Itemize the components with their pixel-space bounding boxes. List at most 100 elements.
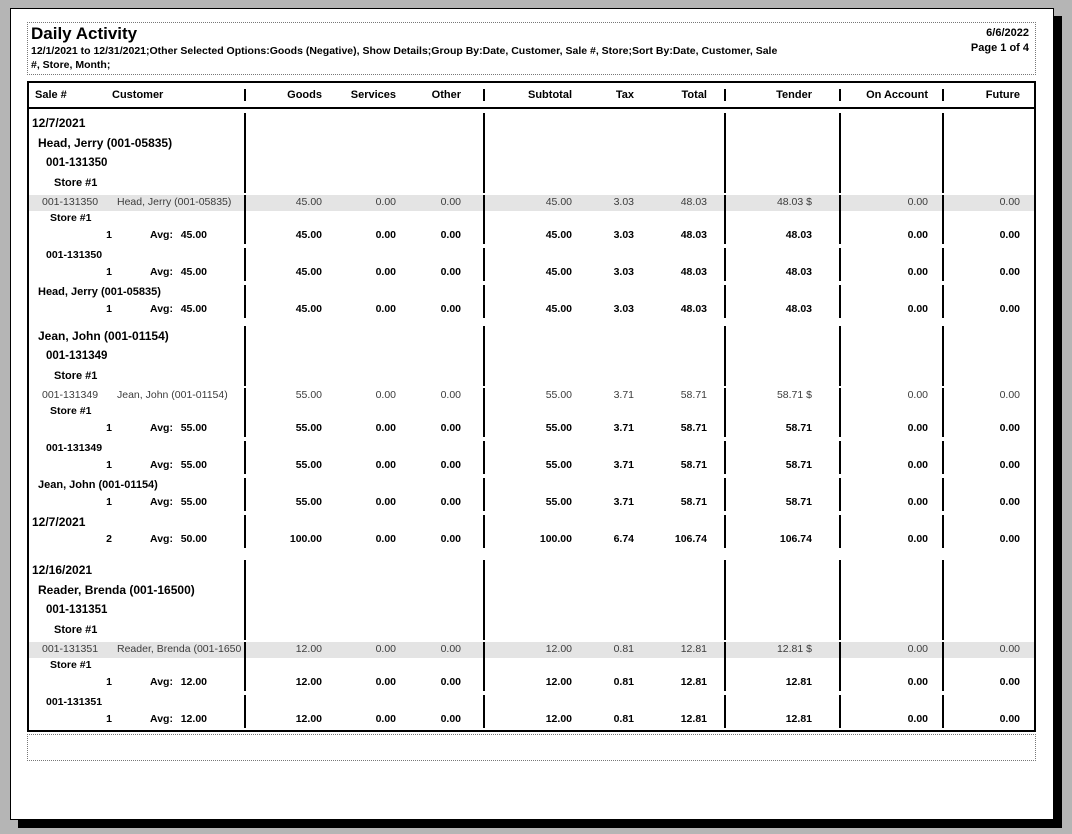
other-value: 0.00 [440,496,461,508]
spacer-cell [724,153,839,173]
average-cell: Avg: 55.00 [112,456,244,474]
sale-count-cell: 1 [106,713,112,725]
spacer-cell [244,346,483,366]
sale-count-cell: 1 [106,496,112,508]
spacer-cell [724,346,839,366]
header-subtotal: Subtotal [483,89,572,101]
spacer-cell [244,441,483,456]
tender-value: 58.71 [724,493,839,511]
services-value: 0.00 [375,422,396,434]
summary-label: Head, Jerry (001-05835) [38,286,161,298]
group-label-row: Jean, John (001-01154) [29,326,1034,346]
subtotal-value: 12.00 [483,673,572,691]
spacer-cell [839,600,942,620]
average-cell: Avg: 50.00 [112,530,244,548]
average-value: 55.00 [180,422,207,434]
other-value: 0.00 [440,266,461,278]
spacer-cell [839,658,942,673]
average-cell: Avg: 45.00 [112,300,244,318]
group-label: Reader, Brenda (001-16500) [38,583,195,597]
sale-count-cell: 1 [106,303,112,315]
group-label: Head, Jerry (001-05835) [38,136,173,150]
other-value: 0.00 [440,676,461,688]
spacer-cell [724,580,839,600]
spacer-cell [724,560,839,580]
spacer-cell [942,346,1036,366]
group-label: Store #1 [54,370,98,382]
services-value: 0.00 [375,676,396,688]
spacer-cell [942,441,1036,456]
goods-value: 45.00 [244,226,322,244]
other-value: 0.00 [440,643,461,655]
spacer-cell [483,441,724,456]
group-label-row: Store #1 [29,366,1034,386]
tender-value: 12.81 $ [724,642,839,658]
spacer-cell [724,366,839,386]
sale-detail-row: 001-131349 Jean, John (001-01154) 55.00 0.0… [29,388,1034,404]
spacer-cell [483,620,724,640]
spacer-cell [724,248,839,263]
summary-row: 1 Avg: 12.00 12.00 0.00 0.00 12.00 0.81 12.81 12.… [29,710,1034,728]
average-label: Avg: [150,713,173,725]
spacer-cell [244,600,483,620]
spacer-cell [724,133,839,153]
tender-value: 12.81 [724,710,839,728]
future-value: 0.00 [942,673,1036,691]
subtotal-value: 100.00 [483,530,572,548]
spacer-cell [244,366,483,386]
spacer-cell [244,211,483,226]
average-value: 45.00 [180,229,207,241]
goods-value: 55.00 [244,388,322,404]
subtotal-value: 55.00 [483,419,572,437]
sale-number-cell: 001-131349 [42,389,99,401]
table-header-row: Sale # Customer Goods Services Other Sub… [29,83,1034,109]
tender-value: 58.71 [724,419,839,437]
average-label: Avg: [150,266,173,278]
average-label: Avg: [150,533,173,545]
tender-value: 48.03 [724,263,839,281]
subtotal-value: 55.00 [483,456,572,474]
spacer-cell [724,695,839,710]
spacer-cell [942,515,1036,530]
on-account-value: 0.00 [839,195,942,211]
header-total: Total [681,89,707,101]
average-label: Avg: [150,303,173,315]
goods-value: 45.00 [244,300,322,318]
spacer-cell [244,560,483,580]
group-label: 12/7/2021 [32,116,86,130]
future-value: 0.00 [942,710,1036,728]
spacer-cell [724,211,839,226]
header-customer: Customer [112,89,164,101]
summary-row: 1 Avg: 55.00 55.00 0.00 0.00 55.00 3.71 58.71 58.… [29,456,1034,474]
other-value: 0.00 [440,533,461,545]
total-value: 48.03 [680,229,707,241]
summary-label: 12/7/2021 [32,515,86,529]
other-value: 0.00 [440,422,461,434]
table-body: 12/7/2021 Head, Jerry (001-05835) 001-1313… [29,109,1034,728]
group-label-row: Head, Jerry (001-05835) [29,133,1034,153]
total-value: 58.71 [680,389,707,401]
customer-cell: Jean, John (001-01154) [117,389,228,401]
summary-label-row: 001-131349 [29,441,1034,456]
spacer-cell [942,600,1036,620]
tax-value: 3.03 [613,229,634,241]
report-subtitle-line1: 12/1/2021 to 12/31/2021;Other Selected O… [31,45,778,57]
other-value: 0.00 [440,229,461,241]
report-title: Daily Activity [31,24,138,43]
spacer-cell [942,173,1036,193]
goods-value: 12.00 [244,642,322,658]
spacer-cell [724,620,839,640]
on-account-value: 0.00 [839,642,942,658]
spacer-cell [244,658,483,673]
group-label-row: 12/7/2021 [29,113,1034,133]
average-value: 50.00 [180,533,207,545]
subtotal-value: 45.00 [483,195,572,211]
spacer-cell [839,346,942,366]
spacer-cell [942,326,1036,346]
report-table: Sale # Customer Goods Services Other Sub… [27,81,1036,732]
summary-label: Store #1 [50,212,92,224]
average-label: Avg: [150,229,173,241]
spacer-cell [244,248,483,263]
spacer-cell [839,153,942,173]
future-value: 0.00 [942,300,1036,318]
